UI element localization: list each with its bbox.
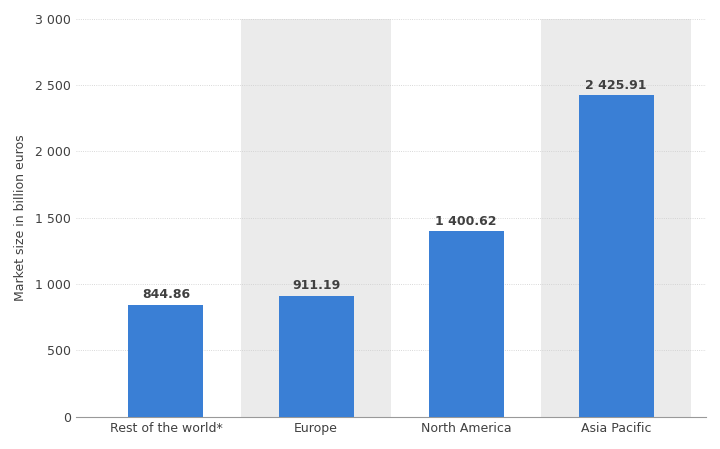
Bar <box>541 19 691 417</box>
Bar <box>241 19 391 417</box>
Bar <box>128 304 204 417</box>
Text: 911.19: 911.19 <box>292 279 340 292</box>
Text: 2 425.91: 2 425.91 <box>585 79 647 92</box>
Text: 1 400.62: 1 400.62 <box>436 215 497 228</box>
Bar <box>579 95 654 417</box>
Bar <box>428 231 503 417</box>
Text: 844.86: 844.86 <box>142 288 190 301</box>
Bar <box>279 296 354 417</box>
Y-axis label: Market size in billion euros: Market size in billion euros <box>14 134 27 301</box>
